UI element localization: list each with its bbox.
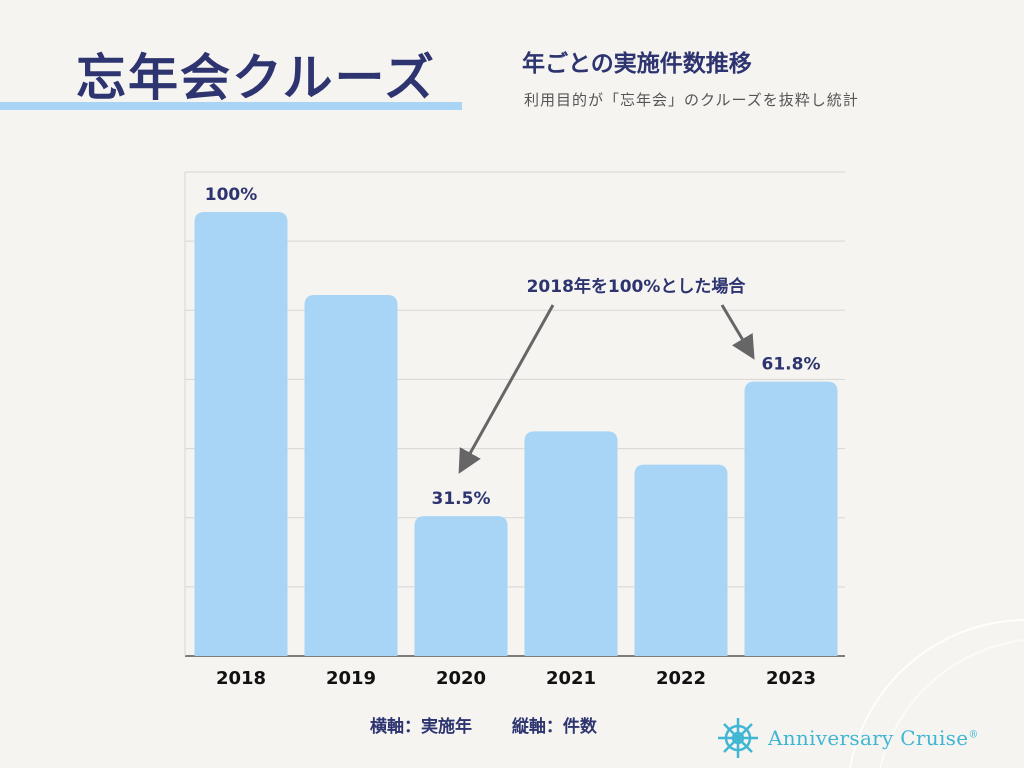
bar-2020 <box>414 516 508 656</box>
y-axis-note: 縦軸：件数 <box>511 717 597 737</box>
x-tick-label: 2018 <box>216 668 266 689</box>
ship-wheel-icon <box>718 718 758 758</box>
logo-text: Anniversary Cruise® <box>768 726 979 750</box>
page-title: 忘年会クルーズ <box>76 49 436 107</box>
chart-note: 利用目的が「忘年会」のクルーズを抜粋し統計 <box>524 91 859 109</box>
x-tick-label: 2023 <box>766 668 816 689</box>
bar-2018 <box>194 211 288 656</box>
registered-mark: ® <box>968 729 979 741</box>
annotation-arrow <box>720 304 755 360</box>
axis-notes: 横軸：実施年 縦軸：件数 <box>370 712 631 737</box>
data-label: 31.5% <box>432 489 491 509</box>
chart-subtitle: 年ごとの実施件数推移 <box>522 51 752 77</box>
annotation-arrow <box>458 304 555 474</box>
x-tick-label: 2022 <box>656 668 706 689</box>
x-tick-label: 2020 <box>436 668 486 689</box>
decorative-circle <box>879 639 1024 768</box>
annotation-label: 2018年を100%とした場合 <box>527 276 747 297</box>
bar-2021 <box>524 431 618 656</box>
bar-2023 <box>744 381 838 656</box>
brand-logo: Anniversary Cruise® <box>716 716 979 760</box>
decorative-circle <box>849 619 1024 768</box>
x-tick-label: 2019 <box>326 668 376 689</box>
logo-name: Anniversary Cruise <box>768 726 969 750</box>
title-underline <box>0 102 462 110</box>
bar-2019 <box>304 294 398 656</box>
x-axis-note: 横軸：実施年 <box>370 717 472 737</box>
bar-2022 <box>634 464 728 656</box>
data-label: 100% <box>205 185 258 205</box>
data-label: 61.8% <box>762 355 821 375</box>
x-tick-label: 2021 <box>546 668 596 689</box>
